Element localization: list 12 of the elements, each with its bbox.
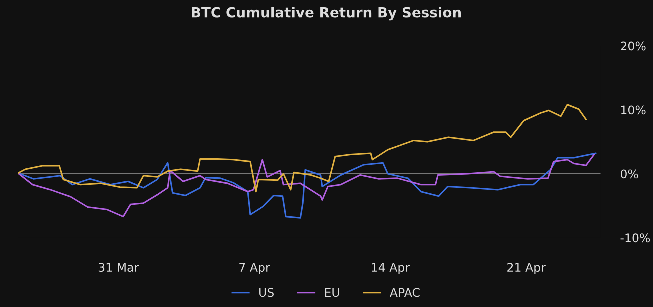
x-tick-label: 14 Apr: [372, 263, 410, 274]
y-tick-label: -10%: [620, 234, 650, 243]
legend-label: US: [260, 288, 274, 298]
y-tick-label: 10%: [622, 106, 646, 115]
legend-label: APAC: [390, 288, 420, 298]
x-tick-label: 21 Apr: [508, 263, 546, 274]
y-tick-label: 0%: [620, 170, 638, 179]
legend-label: EU: [325, 288, 340, 298]
x-tick-label: 31 Mar: [98, 263, 140, 272]
x-tick-label: 7 Apr: [240, 263, 270, 274]
chart-title: BTC Cumulative Return By Session: [192, 7, 462, 21]
y-tick-label: 20%: [621, 42, 646, 51]
